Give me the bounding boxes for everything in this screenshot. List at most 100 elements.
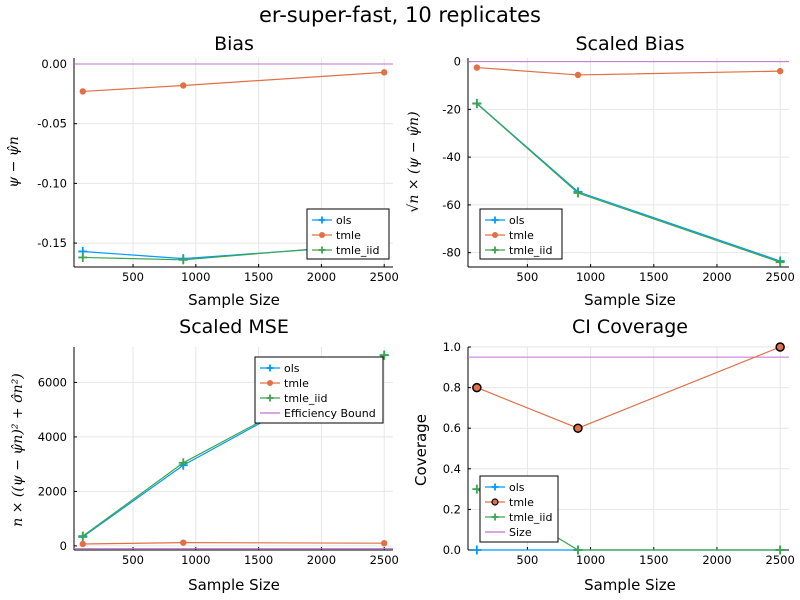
legend-item-tmle: tmle [260,377,309,390]
chart-panel-4: 500 1000 1500 2000 2500 0.0 0.2 0.4 0.6 0.8 1.0 CI … [412,316,795,594]
legend-item-efficiency-bound: Efficiency Bound [260,407,376,420]
chart-title: Bias [214,33,254,55]
data-point-tmle [775,342,785,352]
data-point-tmle_iid [775,257,785,267]
x-tick-label: 2000 [307,553,336,567]
x-tick-label: 1500 [244,553,273,567]
data-point-tmle_iid [472,99,482,109]
x-tick-label: 1000 [181,553,210,567]
legend-item-tmle: tmle [312,229,361,242]
data-point-tmle_iid [775,545,785,555]
legend-item-size: Size [485,526,532,539]
y-tick-label: -0.05 [37,117,67,131]
legend-label: Efficiency Bound [284,407,376,420]
data-point-tmle [79,88,86,95]
series-line-tmle [476,66,781,76]
legend: ols tmle tmle_iid [306,208,390,260]
x-axis-label: Sample Size [188,291,280,309]
data-point-tmle_iid [78,531,88,541]
legend-label: ols [509,214,525,227]
data-point-tmle [776,67,784,75]
legend-label: tmle [509,229,534,242]
x-axis-label: Sample Size [584,576,676,594]
chart-panel-2: 500 1000 1500 2000 2500 0 -20 -40 -60 -80 Scaled B… [406,33,795,309]
series-line-tmle [82,71,385,93]
legend-label: tmle [284,377,309,390]
x-tick-label: 500 [122,270,144,284]
y-tick-label: 2000 [38,484,67,498]
data-point-tmle_iid [379,350,389,360]
data-point-tmle [180,539,187,546]
x-tick-label: 500 [516,270,538,284]
legend-label: Size [509,526,532,539]
x-tick-label: 1000 [576,553,605,567]
data-point-tmle [573,423,583,433]
legend-item-ols: ols [485,214,525,227]
chart-title: Scaled Bias [575,33,684,55]
legend-label: ols [336,214,352,227]
y-tick-label: 0.4 [443,462,461,476]
legend-label: tmle [336,229,361,242]
legend: ols tmle tmle_iid [479,208,563,260]
y-tick-label: -40 [442,150,461,164]
y-tick-label: 0.0 [443,543,461,557]
chart-title: CI Coverage [572,316,688,338]
x-tick-label: 1500 [639,270,668,284]
legend-label: tmle [509,496,534,509]
x-tick-label: 1000 [576,270,605,284]
y-tick-label: 0.00 [41,57,67,71]
legend-item-tmle: tmle [485,229,534,242]
x-tick-label: 2500 [370,270,399,284]
y-tick-label: 0 [454,55,461,69]
legend-item-tmle_iid: tmle_iid [260,392,327,405]
legend-label: ols [284,362,300,375]
y-tick-label: 6000 [38,375,67,389]
y-tick-label: 1.0 [443,340,461,354]
x-tick-label: 2000 [307,270,336,284]
legend-label: tmle_iid [284,392,327,405]
x-tick-label: 500 [516,553,538,567]
legend-item-ols: ols [312,214,352,227]
y-axis-label: ψ − ψ̂n [6,136,22,188]
x-tick-label: 1500 [244,270,273,284]
data-point-tmle [472,382,482,393]
x-axis-label: Sample Size [188,576,280,594]
y-tick-label: 0.6 [443,421,461,435]
x-tick-label: 2500 [370,553,399,567]
data-point-tmle_iid [573,545,583,555]
legend-item-ols: ols [260,362,300,375]
chart-panel-1: 500 1000 1500 2000 2500 0.00 -0.05 -0.10 -0.15 Bi… [6,33,399,309]
series-line-tmle [82,542,385,545]
x-tick-label: 1500 [639,553,668,567]
legend-label: tmle_iid [336,244,379,257]
y-tick-label: 0.2 [443,502,461,516]
data-point-ols [472,545,482,555]
x-tick-label: 500 [122,553,144,567]
data-point-tmle_iid [78,252,88,262]
legend: ols tmle tmle_iid Size [479,475,559,543]
legend-item-tmle_iid: tmle_iid [485,511,552,524]
legend-label: tmle_iid [509,244,552,257]
data-point-tmle_iid [178,458,188,468]
data-point-tmle_iid [178,255,188,265]
data-point-tmle [180,82,187,89]
y-tick-label: -20 [442,102,461,116]
data-point-tmle [473,64,481,71]
x-axis-label: Sample Size [584,291,676,309]
y-tick-label: 0 [60,539,67,553]
x-tick-label: 2500 [766,553,795,567]
x-tick-label: 2000 [702,553,731,567]
legend: ols tmle tmle_iid Efficiency Bound [254,356,384,424]
y-axis-label: √n × (ψ − ψ̂n) [406,111,422,212]
data-point-tmle [79,540,86,548]
data-point-tmle_iid [573,188,583,198]
legend-item-tmle_iid: tmle_iid [312,244,379,257]
y-tick-label: 0.8 [443,381,461,395]
data-point-tmle [381,539,388,547]
x-tick-label: 1000 [181,270,210,284]
figure-suptitle: er-super-fast, 10 replicates [259,3,541,27]
x-tick-label: 2000 [702,270,731,284]
data-point-tmle [574,71,582,79]
legend-item-tmle: tmle [485,496,534,509]
